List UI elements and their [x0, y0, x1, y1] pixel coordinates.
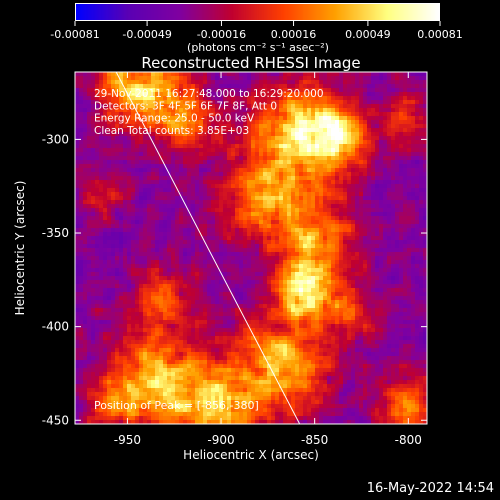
- y-axis-label: Heliocentric Y (arcsec): [13, 181, 27, 316]
- x-axis-label: Heliocentric X (arcsec): [183, 448, 319, 462]
- y-tick-label: -350: [42, 226, 69, 240]
- x-tick-label: -950: [114, 433, 141, 447]
- limb-line: [115, 71, 301, 425]
- x-tick-label: -900: [207, 433, 234, 447]
- y-axis: -300 -350 -400 -450: [42, 132, 427, 427]
- peak-position-label: Position of Peak = [-856,-380]: [94, 399, 259, 412]
- colorbar-label: (photons cm⁻² s⁻¹ asec⁻²): [187, 41, 329, 54]
- colorbar: [75, 3, 440, 21]
- timestamp: 16-May-2022 14:54: [366, 481, 494, 496]
- colorbar-tick-label: -0.00081: [50, 28, 99, 41]
- plot-area: [75, 72, 427, 424]
- colorbar-tick-label: 0.00016: [271, 28, 317, 41]
- y-tick-label: -450: [42, 413, 69, 427]
- x-tick-label: -850: [301, 433, 328, 447]
- chart-title: Reconstructed RHESSI Image: [141, 54, 360, 72]
- annotation-block: 29-Nov-2011 16:27:48.000 to 16:29:20.000…: [94, 88, 324, 137]
- heatmap-image: [75, 72, 427, 424]
- annotation-line: 29-Nov-2011 16:27:48.000 to 16:29:20.000: [94, 88, 324, 100]
- colorbar-ticks: -0.00081 -0.00049 -0.00016 0.00016 0.00049 0.…: [50, 21, 463, 41]
- x-tick-label: -800: [395, 433, 422, 447]
- x-axis: -950 -900 -850 -800: [114, 72, 422, 447]
- y-tick-label: -300: [42, 132, 69, 146]
- annotation-line: Energy Range: 25.0 - 50.0 keV: [94, 113, 255, 125]
- annotation-line: Clean Total counts: 3.85E+03: [94, 125, 249, 137]
- solar-limb-line: [115, 71, 301, 425]
- colorbar-gradient: [75, 3, 440, 21]
- plot-frame: [74, 71, 428, 425]
- colorbar-tick-label: 0.00049: [345, 28, 391, 41]
- colorbar-tick-label: -0.00016: [197, 28, 246, 41]
- annotation-line: Detectors: 3F 4F 5F 6F 7F 8F, Att 0: [94, 100, 277, 112]
- colorbar-tick-label: -0.00049: [122, 28, 171, 41]
- y-tick-label: -400: [42, 320, 69, 334]
- colorbar-tick-label: 0.00081: [417, 28, 463, 41]
